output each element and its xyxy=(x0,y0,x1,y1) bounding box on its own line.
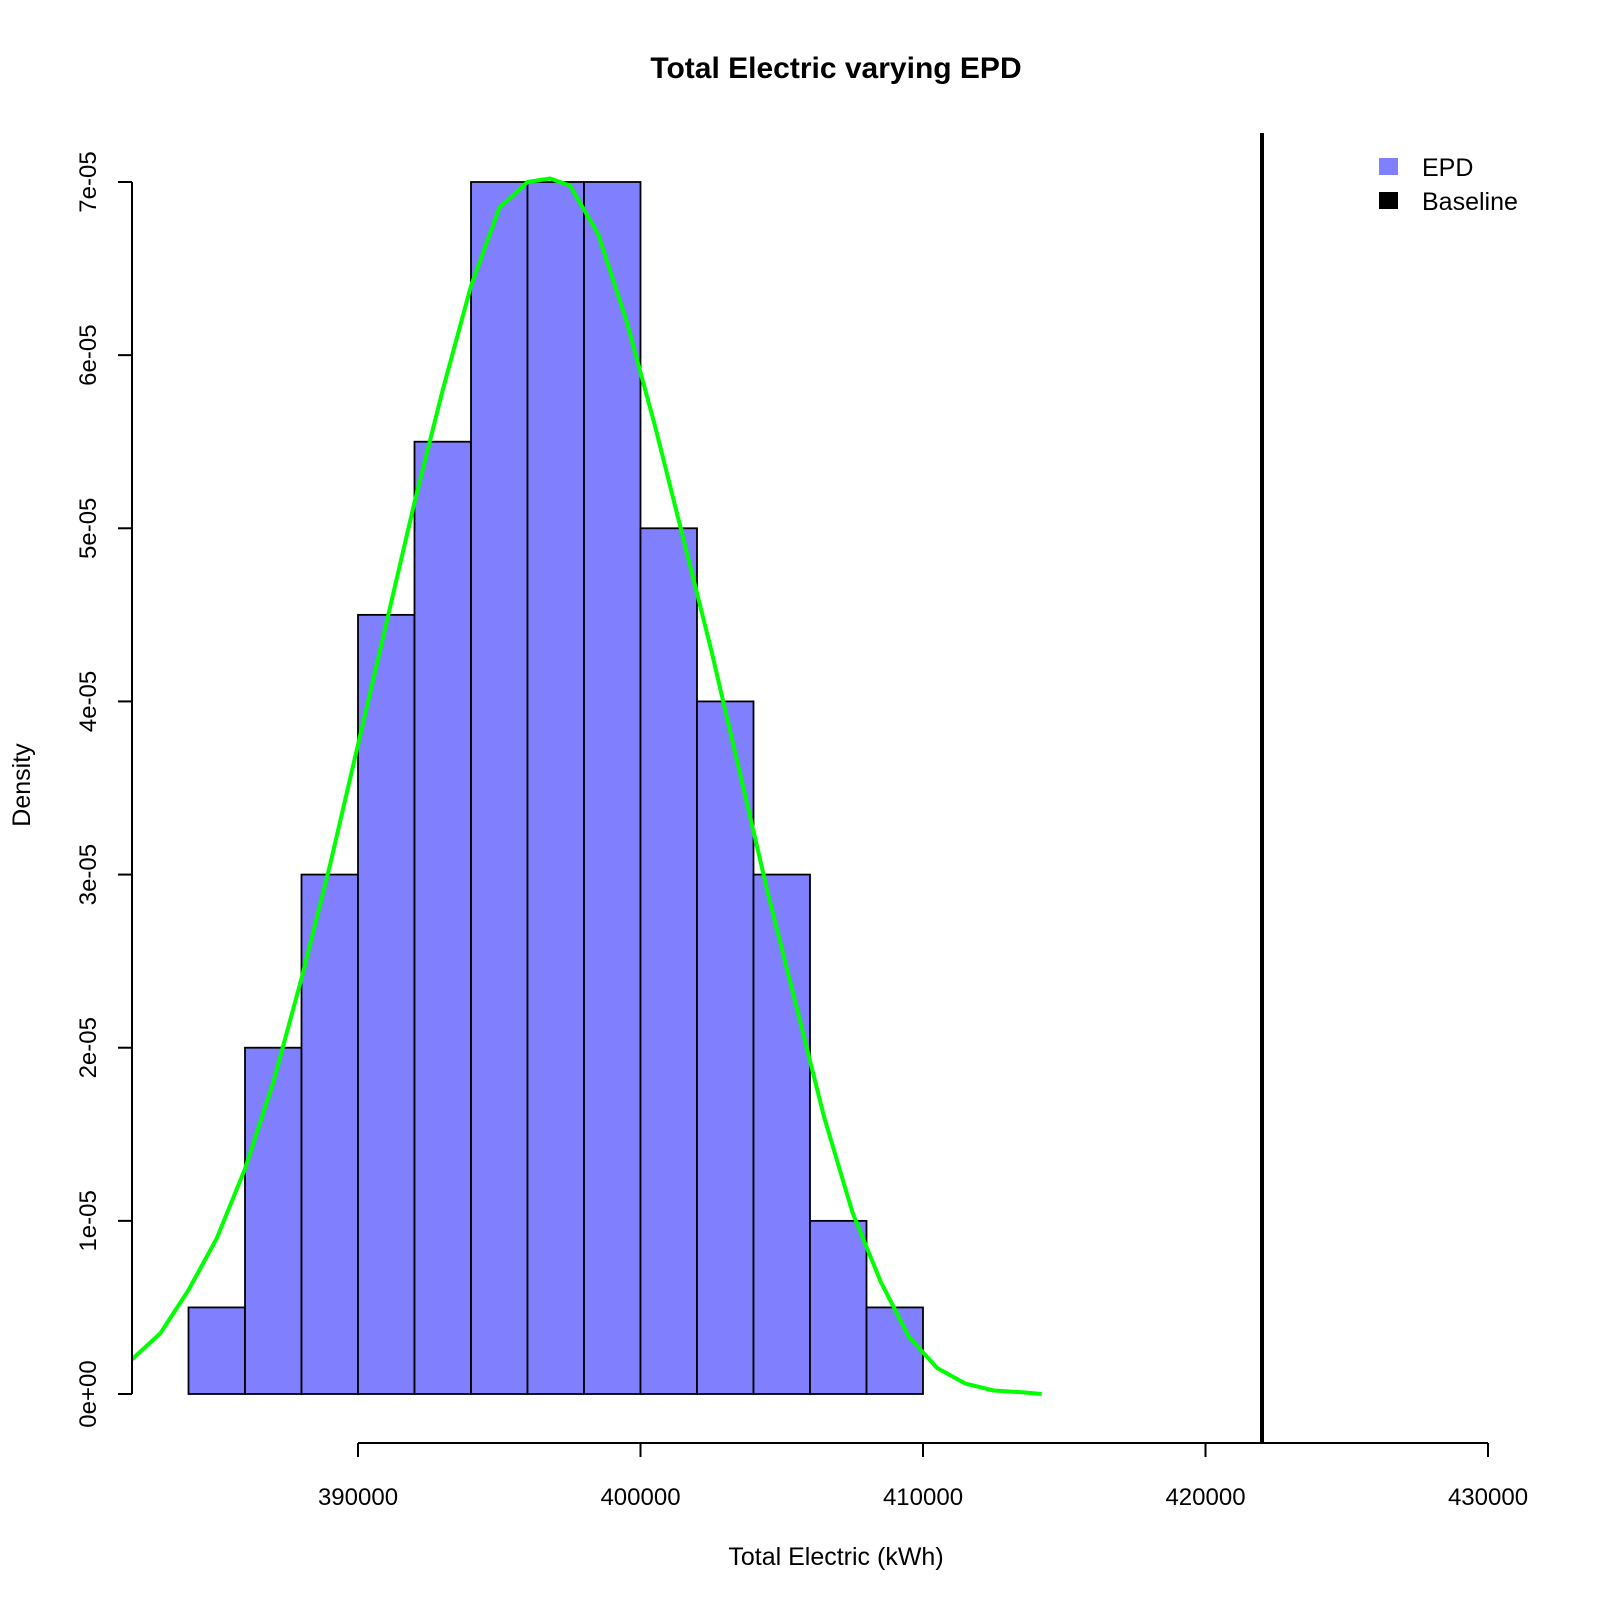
y-tick-label-3: 3e-05 xyxy=(75,844,102,905)
histogram-bars xyxy=(187,181,924,1395)
histogram-bar-10 xyxy=(752,873,811,1395)
y-tick-label-1: 1e-05 xyxy=(75,1190,102,1251)
histogram-bar-7 xyxy=(583,181,642,1395)
histogram-bar-8 xyxy=(639,527,698,1395)
legend-swatch-1 xyxy=(1379,192,1398,209)
legend-label-1: Baseline xyxy=(1422,188,1518,216)
x-axis-label: Total Electric (kWh) xyxy=(728,1543,943,1571)
x-tick-label-2: 410000 xyxy=(883,1484,963,1511)
y-tick-label-6: 6e-05 xyxy=(75,324,102,385)
x-axis: 390000 400000 410000 420000 430000 xyxy=(318,1442,1528,1511)
x-tick-label-1: 400000 xyxy=(600,1484,680,1511)
y-tick-label-4: 4e-05 xyxy=(75,671,102,732)
histogram-bar-2 xyxy=(300,873,359,1395)
histogram-bar-11 xyxy=(809,1219,868,1395)
chart-title: Total Electric varying EPD xyxy=(650,52,1021,85)
y-axis-label: Density xyxy=(8,743,36,827)
histogram-bar-6 xyxy=(526,181,585,1395)
y-tick-label-2: 2e-05 xyxy=(75,1017,102,1078)
legend: EPD Baseline xyxy=(1379,154,1518,216)
histogram-bar-0 xyxy=(187,1306,246,1395)
x-tick-label-3: 420000 xyxy=(1165,1484,1245,1511)
y-tick-label-5: 5e-05 xyxy=(75,498,102,559)
x-tick-label-0: 390000 xyxy=(318,1484,398,1511)
density-curve-layer xyxy=(130,176,1042,1396)
histogram-bar-12 xyxy=(865,1306,924,1395)
histogram-bar-9 xyxy=(696,700,755,1395)
x-tick-label-4: 430000 xyxy=(1448,1484,1528,1511)
y-tick-label-7: 7e-05 xyxy=(75,151,102,212)
legend-label-0: EPD xyxy=(1422,154,1473,182)
histogram-bar-5 xyxy=(470,181,529,1395)
histogram-bar-1 xyxy=(244,1046,303,1395)
y-axis: 0e+00 1e-05 2e-05 3e-05 4e-05 5e-05 6e-05 7e-05 xyxy=(75,151,133,1428)
legend-swatch-0 xyxy=(1379,158,1398,175)
histogram-bar-4 xyxy=(413,440,472,1395)
density-curve xyxy=(130,176,1042,1396)
y-tick-label-0: 0e+00 xyxy=(75,1360,102,1427)
histogram-bar-3 xyxy=(357,613,416,1395)
